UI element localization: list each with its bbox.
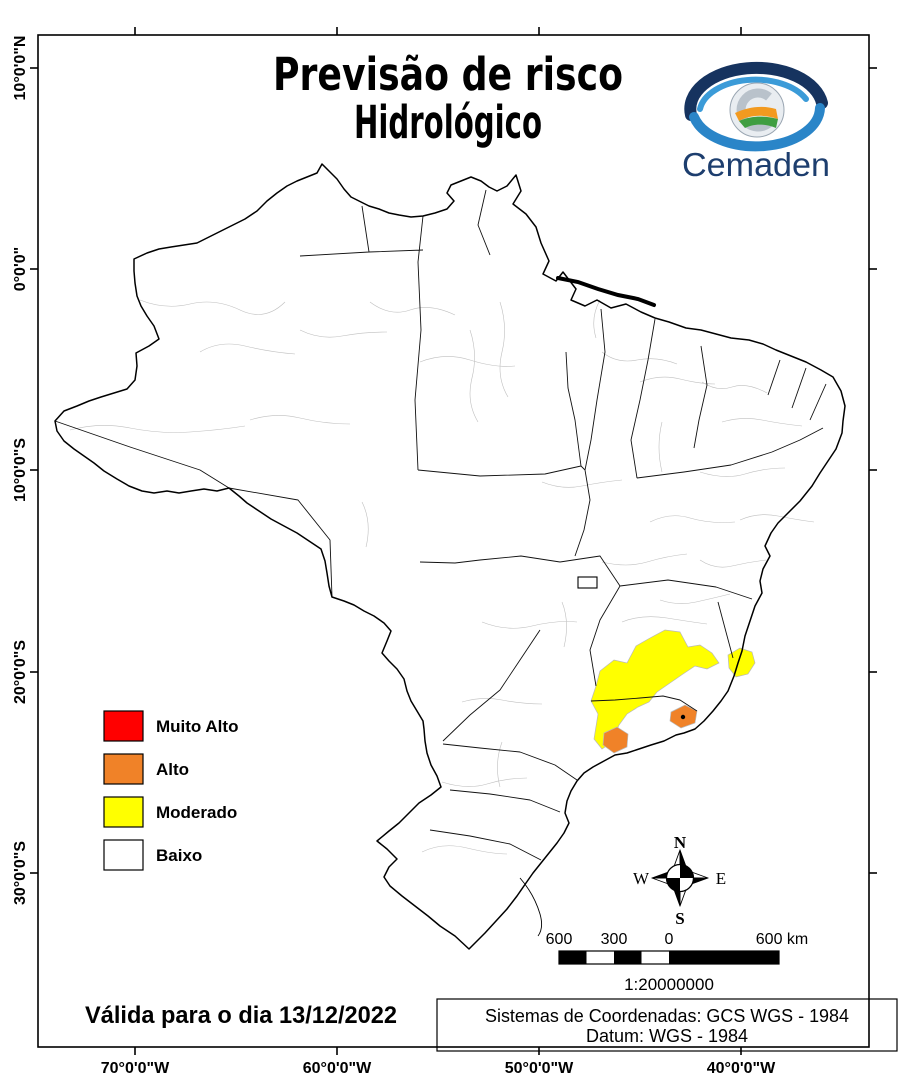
validity-date-label: Válida para o dia 13/12/2022 [85,1002,397,1029]
title-line-2: Hidrológico [354,96,542,149]
lat-label-20s: 20°0'0"S [12,640,29,704]
scale-tick-600-right: 600 km [756,931,808,948]
scale-tick-600-left: 600 [546,931,573,948]
scale-tick-0: 0 [665,931,674,948]
risk-regions [590,629,756,754]
risk-region-moderado-main [590,629,720,750]
lat-label-30s: 30°0'0"S [12,841,29,905]
municipal-boundaries [69,299,815,855]
compass-rose-icon: N S E W [633,833,726,928]
lagoa-dos-patos [519,877,543,937]
compass-s-label: S [675,909,684,928]
scale-ratio-label: 1:20000000 [624,975,714,994]
crs-box-border [436,998,898,1052]
legend: Muito Alto Alto Moderado Baixo [103,710,238,871]
risk-point-rj [680,714,686,720]
crs-info-box: Sistemas de Coordenadas: GCS WGS - 1984 … [436,998,898,1052]
lat-label-0: 0°0'0" [12,247,29,291]
scale-bar-seg1 [559,951,587,964]
crs-line-2: Datum: WGS - 1984 [586,1026,748,1046]
risk-region-alto-sp [602,726,629,754]
longitude-labels: 70°0'0"W 60°0'0"W 50°0'0"W 40°0'0"W [101,1060,776,1077]
latitude-labels: 10°0'0"N 0°0'0" 10°0'0"S 20°0'0"S 30°0'0… [12,36,29,906]
lon-label-50w: 50°0'0"W [505,1060,574,1077]
legend-item-moderado: Moderado [103,796,237,828]
scale-bar: 600 300 0 600 km 1:20000000 [546,931,809,994]
legend-label-muito-alto: Muito Alto [156,717,238,736]
compass-n-label: N [674,833,687,852]
brazil-map [54,163,846,950]
cemaden-logo: Cemaden [682,61,830,183]
legend-swatch-moderado [103,796,144,828]
page-title: Previsão de risco Hidrológico [273,48,623,149]
legend-swatch-baixo [103,839,144,871]
lon-label-40w: 40°0'0"W [707,1060,776,1077]
legend-label-baixo: Baixo [156,846,202,865]
lat-label-10n: 10°0'0"N [12,36,29,101]
lon-label-60w: 60°0'0"W [303,1060,372,1077]
state-boundaries [54,189,827,861]
legend-swatch-muito-alto [103,710,144,742]
cemaden-eye-icon [684,61,828,152]
lat-label-10s: 10°0'0"S [12,438,29,502]
compass-e-label: E [716,869,726,888]
brazil-outline [54,163,846,950]
legend-item-muito-alto: Muito Alto [103,710,238,742]
logo-wordmark: Cemaden [682,146,830,183]
legend-item-baixo: Baixo [103,839,202,871]
legend-swatch-alto [103,753,144,785]
scale-bar-seg2 [614,951,642,964]
lon-label-70w: 70°0'0"W [101,1060,170,1077]
legend-label-moderado: Moderado [156,803,237,822]
compass-w-label: W [633,869,650,888]
crs-line-1: Sistemas de Coordenadas: GCS WGS - 1984 [485,1006,849,1026]
north-coast-thick-segment [556,276,656,307]
title-line-1: Previsão de risco [273,48,623,101]
legend-item-alto: Alto [103,753,189,785]
graticule-ticks [30,27,877,1055]
scale-tick-300: 300 [601,931,628,948]
map-frame [37,34,870,1048]
legend-label-alto: Alto [156,760,189,779]
distrito-federal-box [577,576,598,589]
scale-bar-seg3 [669,951,779,964]
